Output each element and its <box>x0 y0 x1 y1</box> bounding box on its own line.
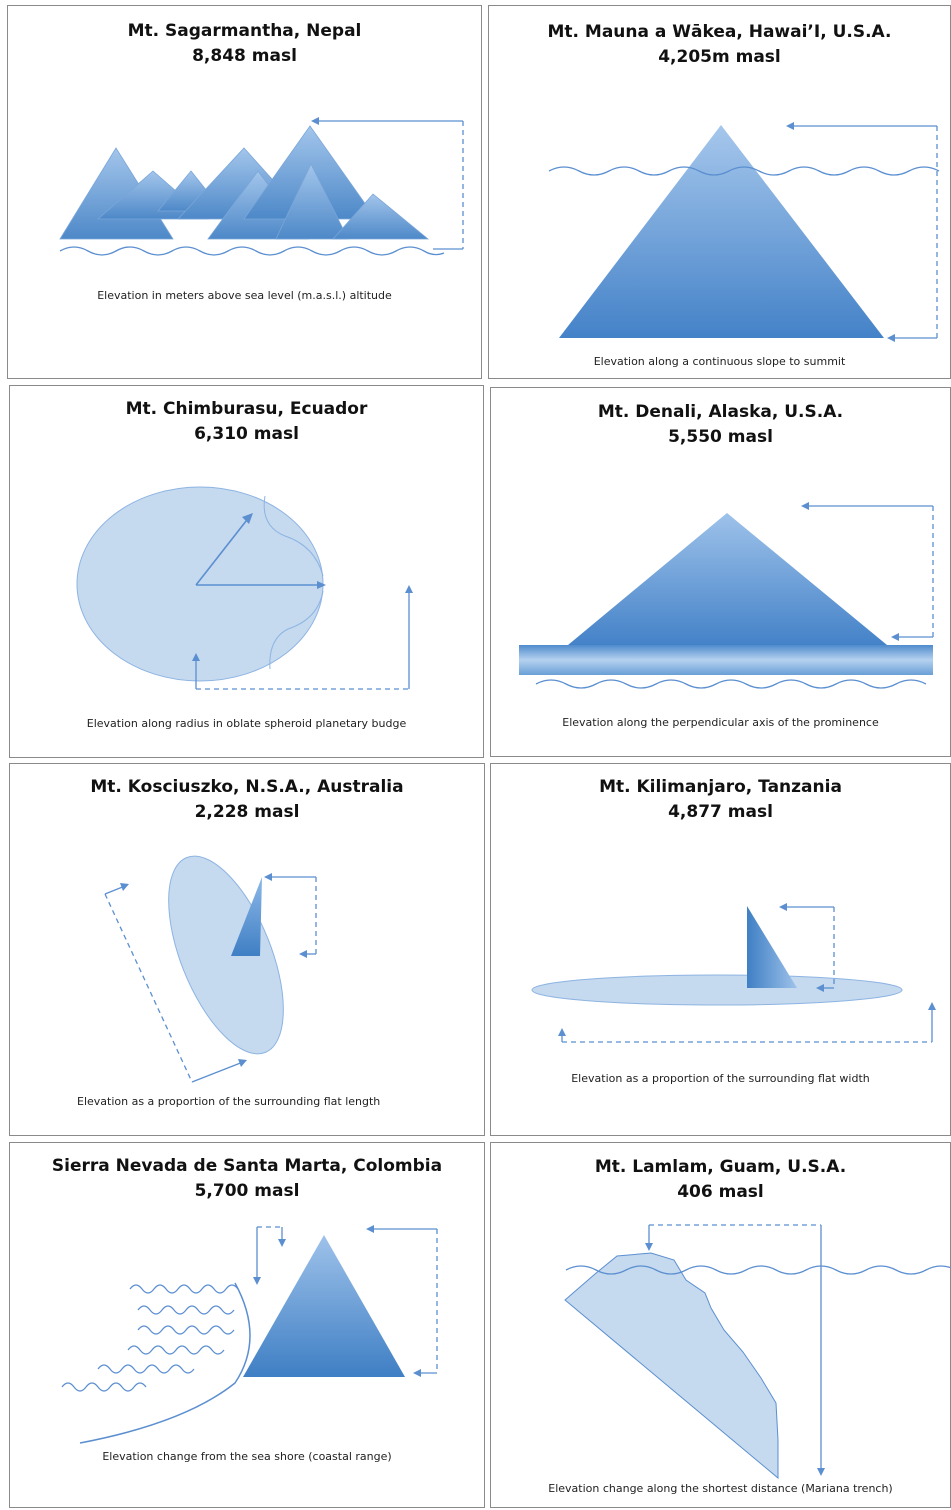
sea-level-wave <box>535 679 927 689</box>
mountain <box>559 125 884 338</box>
mountain <box>747 906 797 988</box>
panel-caption: Elevation as a proportion of the surroun… <box>571 1072 870 1085</box>
panel-title: Mt. Mauna a Wākea, Hawai’I, U.S.A. <box>547 22 892 42</box>
panel-caption: Elevation in meters above sea level (m.a… <box>97 289 392 302</box>
mountain <box>231 877 262 956</box>
panel-caption: Elevation along a continuous slope to su… <box>593 355 846 368</box>
panel-kosciuszko: Mt. Kosciuszko, N.S.A., Australia 2,228 … <box>9 763 485 1136</box>
denali-diagram <box>519 502 934 689</box>
panel-caption: Elevation change along the shortest dist… <box>548 1482 893 1495</box>
panel-elevation: 406 masl <box>677 1182 764 1202</box>
panel-title: Mt. Sagarmantha, Nepal <box>127 21 362 41</box>
panel-elevation: 5,550 masl <box>668 427 773 447</box>
lamlam-diagram <box>564 1224 950 1480</box>
plateau-base <box>519 645 933 675</box>
panel-elevation: 5,700 masl <box>194 1181 300 1201</box>
oblate-spheroid <box>76 486 324 682</box>
panel-title: Sierra Nevada de Santa Marta, Colombia <box>51 1156 443 1176</box>
panel-caption: Elevation along the perpendicular axis o… <box>562 716 879 729</box>
mountain <box>243 1235 405 1377</box>
panel-chimburasu: Mt. Chimburasu, Ecuador 6,310 masl Eleva… <box>9 385 484 758</box>
kilimanjaro-diagram <box>531 903 936 1043</box>
panel-caption: Elevation as a proportion of the surroun… <box>77 1095 381 1108</box>
chimburasu-diagram <box>76 486 413 690</box>
panel-elevation: 8,848 masl <box>192 46 297 66</box>
panel-elevation: 4,205m masl <box>658 47 781 67</box>
panel-sagarmantha: Mt. Sagarmantha, Nepal 8,848 masl Elevat… <box>7 5 482 379</box>
coastline <box>79 1282 251 1444</box>
island-profile <box>564 1252 779 1480</box>
sea-level-wave <box>565 1265 950 1275</box>
flat-plain <box>531 974 903 1006</box>
panel-lamlam: Mt. Lamlam, Guam, U.S.A. 406 masl Elevat… <box>490 1142 951 1508</box>
santa-marta-diagram <box>61 1225 438 1444</box>
kosciuszko-diagram <box>104 855 317 1083</box>
panel-santa-marta: Sierra Nevada de Santa Marta, Colombia 5… <box>9 1142 485 1508</box>
panel-title: Mt. Lamlam, Guam, U.S.A. <box>594 1157 847 1177</box>
panel-elevation: 4,877 masl <box>668 802 773 822</box>
panel-title: Mt. Kilimanjaro, Tanzania <box>599 777 842 797</box>
mountain-range <box>59 125 430 240</box>
panel-kilimanjaro: Mt. Kilimanjaro, Tanzania 4,877 masl Ele… <box>490 763 951 1136</box>
mountain <box>568 513 887 645</box>
tilted-flat <box>168 855 284 1055</box>
sea-level-wave <box>59 246 445 256</box>
panel-title: Mt. Denali, Alaska, U.S.A. <box>597 402 844 422</box>
panel-caption: Elevation along radius in oblate spheroi… <box>86 717 407 730</box>
panel-elevation: 6,310 masl <box>194 424 299 444</box>
panel-mauna-wakea: Mt. Mauna a Wākea, Hawai’I, U.S.A. 4,205… <box>488 5 951 379</box>
panel-denali: Mt. Denali, Alaska, U.S.A. 5,550 masl El… <box>490 387 951 757</box>
sagarmantha-diagram <box>59 117 464 256</box>
sea-level-wave <box>548 166 940 176</box>
panel-caption: Elevation change from the sea shore (coa… <box>102 1450 392 1463</box>
panel-elevation: 2,228 masl <box>194 802 300 822</box>
panel-title: Mt. Chimburasu, Ecuador <box>125 399 368 419</box>
ocean-waves <box>61 1284 239 1392</box>
panel-title: Mt. Kosciuszko, N.S.A., Australia <box>90 777 404 797</box>
mauna-wakea-diagram <box>548 122 940 342</box>
